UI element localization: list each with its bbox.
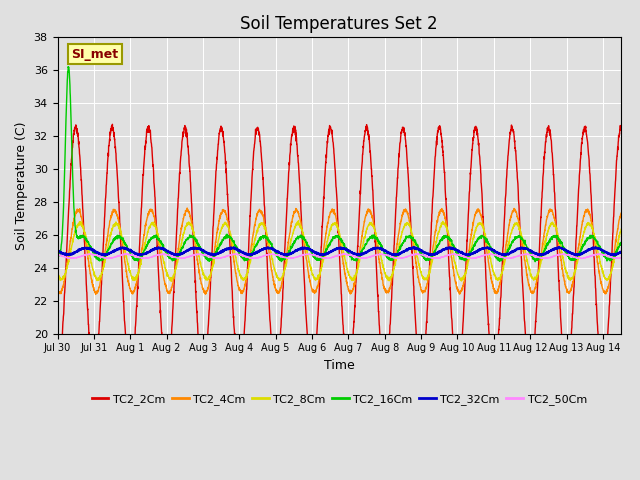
TC2_50Cm	[118, 252, 125, 257]
TC2_16Cm	[54, 249, 61, 254]
Title: Soil Temperatures Set 2: Soil Temperatures Set 2	[241, 15, 438, 33]
Line: TC2_4Cm: TC2_4Cm	[58, 208, 621, 294]
TC2_4Cm	[183, 205, 191, 211]
TC2_2Cm	[294, 160, 302, 166]
TC2_32Cm	[607, 252, 614, 257]
TC2_32Cm	[264, 244, 271, 250]
TC2_16Cm	[152, 233, 159, 239]
TC2_4Cm	[546, 208, 554, 214]
TC2_50Cm	[617, 255, 625, 261]
TC2_4Cm	[118, 239, 126, 244]
TC2_16Cm	[118, 237, 126, 242]
TC2_16Cm	[617, 240, 625, 245]
TC2_2Cm	[152, 206, 159, 212]
TC2_4Cm	[294, 211, 302, 217]
TC2_4Cm	[270, 282, 278, 288]
TC2_8Cm	[607, 273, 614, 278]
Line: TC2_32Cm: TC2_32Cm	[58, 247, 621, 255]
TC2_32Cm	[54, 247, 61, 253]
TC2_50Cm	[607, 254, 614, 260]
TC2_4Cm	[92, 291, 99, 297]
Text: SI_met: SI_met	[72, 48, 119, 60]
TC2_50Cm	[54, 252, 61, 257]
Line: TC2_50Cm: TC2_50Cm	[58, 254, 621, 259]
TC2_50Cm	[546, 255, 554, 261]
TC2_4Cm	[617, 210, 625, 216]
TC2_16Cm	[546, 240, 554, 246]
TC2_50Cm	[468, 256, 476, 262]
TC2_2Cm	[617, 125, 625, 131]
TC2_8Cm	[617, 227, 625, 232]
TC2_50Cm	[270, 251, 278, 257]
TC2_4Cm	[607, 275, 614, 280]
TC2_4Cm	[54, 285, 61, 291]
TC2_50Cm	[152, 253, 159, 259]
Legend: TC2_2Cm, TC2_4Cm, TC2_8Cm, TC2_16Cm, TC2_32Cm, TC2_50Cm: TC2_2Cm, TC2_4Cm, TC2_8Cm, TC2_16Cm, TC2…	[87, 390, 591, 409]
Y-axis label: Soil Temperature (C): Soil Temperature (C)	[15, 121, 28, 250]
TC2_32Cm	[118, 245, 126, 251]
TC2_4Cm	[152, 219, 159, 225]
TC2_16Cm	[531, 259, 539, 264]
TC2_32Cm	[270, 246, 278, 252]
TC2_2Cm	[163, 375, 170, 381]
TC2_8Cm	[294, 218, 302, 224]
TC2_8Cm	[54, 268, 61, 274]
TC2_8Cm	[118, 233, 125, 239]
TC2_8Cm	[270, 264, 278, 270]
TC2_2Cm	[546, 128, 554, 133]
Line: TC2_16Cm: TC2_16Cm	[58, 67, 621, 262]
TC2_8Cm	[168, 278, 175, 284]
X-axis label: Time: Time	[324, 359, 355, 372]
TC2_16Cm	[607, 256, 614, 262]
TC2_2Cm	[54, 369, 61, 375]
TC2_50Cm	[294, 254, 302, 260]
TC2_16Cm	[294, 236, 302, 242]
TC2_16Cm	[65, 64, 72, 70]
TC2_8Cm	[152, 222, 159, 228]
TC2_8Cm	[294, 220, 302, 226]
TC2_50Cm	[341, 251, 349, 257]
TC2_32Cm	[546, 249, 554, 254]
TC2_16Cm	[270, 246, 278, 252]
TC2_32Cm	[101, 252, 109, 258]
TC2_32Cm	[294, 247, 302, 252]
TC2_2Cm	[118, 268, 126, 274]
TC2_2Cm	[109, 121, 116, 127]
TC2_2Cm	[270, 366, 278, 372]
TC2_32Cm	[617, 249, 625, 255]
TC2_32Cm	[152, 245, 159, 251]
Line: TC2_2Cm: TC2_2Cm	[58, 124, 621, 378]
TC2_2Cm	[607, 281, 614, 287]
TC2_8Cm	[546, 223, 554, 229]
Line: TC2_8Cm: TC2_8Cm	[58, 221, 621, 281]
